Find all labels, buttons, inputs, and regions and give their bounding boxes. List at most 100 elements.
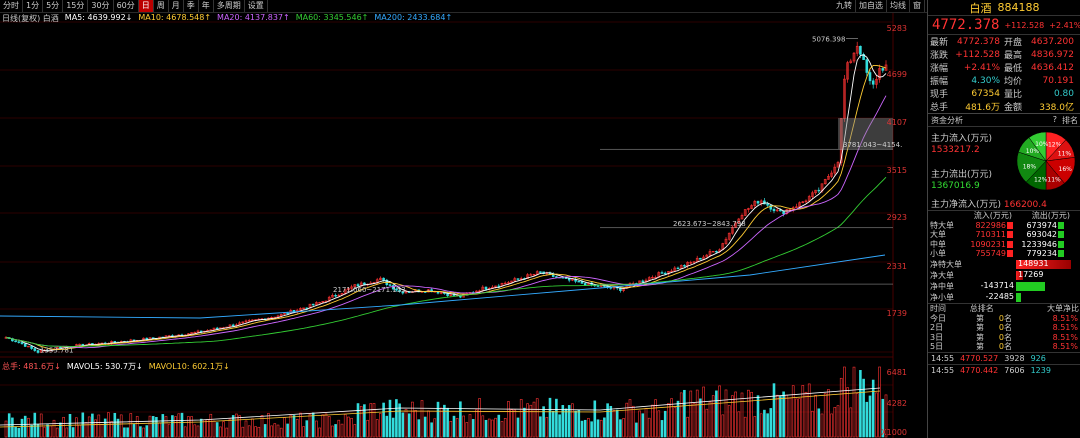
volume-bar (772, 383, 776, 438)
volume-bar (286, 423, 289, 438)
help-button[interactable]: ? (1052, 114, 1057, 124)
volume-bar (526, 403, 529, 438)
volume-bar (871, 379, 875, 438)
volume-bar (375, 419, 379, 438)
net-flow-row: 净小单 -22485 (928, 292, 1080, 303)
rank-tab[interactable]: 排名 (1062, 115, 1078, 125)
candle-body (849, 60, 853, 63)
toolbar-button[interactable]: 窗 (910, 0, 925, 12)
volume-bar (590, 421, 593, 438)
volume-bar (193, 424, 197, 438)
candle-body (651, 277, 654, 279)
quote-label: 现手 (930, 90, 949, 100)
volume-bar (503, 417, 507, 438)
candle-body (782, 210, 785, 215)
ma20-line (5, 95, 887, 349)
period-tab[interactable]: 60分 (114, 0, 139, 12)
volume-bar (116, 418, 120, 438)
volume-bar (548, 397, 552, 438)
period-tab[interactable]: 分时 (0, 0, 23, 12)
flow-in-bar (1007, 250, 1013, 258)
ma10-line (5, 64, 887, 351)
candle-body (539, 271, 542, 273)
ma-legend-item: MA60: 3345.546↑ (295, 13, 369, 22)
volume-bar (763, 409, 766, 438)
volume-bar (4, 420, 8, 438)
toolbar-button[interactable]: 九转 (833, 0, 856, 12)
fund-pie-chart: 12%11%16%11%12%18%10%10% (1016, 131, 1076, 191)
candle-body (318, 302, 321, 304)
tick-time: 14:55 (931, 353, 955, 363)
toolbar-button[interactable]: 加自选 (856, 0, 887, 12)
volume-bar (663, 410, 667, 438)
quote-row: 涨幅 +2.41% 最低 4636.412 (928, 61, 1080, 75)
flow-in-value: 1090231 (970, 239, 1006, 249)
ma5-line (5, 54, 887, 352)
flow-type: 小单 (930, 249, 946, 259)
volume-legend-item: 总手: 481.6万↓ (2, 362, 61, 371)
period-tab[interactable]: 15分 (63, 0, 89, 12)
volume-bar (46, 424, 49, 438)
volume-bar (881, 398, 885, 438)
period-tab[interactable]: 月 (169, 0, 184, 12)
flow-row: 特大单 822986 673974 (928, 221, 1080, 231)
candle-body (343, 289, 347, 294)
rank-time: 2日 (930, 323, 944, 333)
quote-label: 总手 (930, 103, 949, 113)
period-tab[interactable]: 设置 (245, 0, 268, 12)
rank-row: 今日 第 0 名 8.51% (928, 314, 1080, 324)
candle-body (795, 206, 798, 208)
flow-in-bar (1007, 221, 1013, 229)
candle-body (391, 285, 395, 290)
candle-body (756, 201, 760, 204)
volume-bar (545, 417, 549, 438)
volume-bar (401, 412, 405, 438)
volume-bar (43, 426, 46, 438)
volume-bar (7, 413, 11, 438)
chart-title: 日线(复权) 白酒 (2, 14, 59, 23)
volume-bar (33, 412, 37, 438)
quote-row: 现手 67354 量比 0.80 (928, 87, 1080, 101)
volume-bar (679, 392, 683, 438)
candle-body (363, 282, 366, 285)
volume-bar (699, 398, 702, 438)
price-axis-tick: 4107 (886, 118, 907, 127)
candle-body (404, 291, 408, 294)
volume-bar (571, 403, 574, 438)
volume-bar (702, 386, 705, 438)
period-tab[interactable]: 5分 (43, 0, 64, 12)
volume-bar (596, 419, 600, 438)
rank-number: 0 (998, 323, 1004, 333)
ma-legend-item: MA200: 2433.684↑ (374, 13, 453, 22)
period-tab[interactable]: 年 (199, 0, 214, 12)
kline-chart-area[interactable]: 5076.398 1353.781 3781.043~4154. 2623.673~2… (0, 0, 927, 438)
flow-out-value: 1233946 (1021, 239, 1057, 249)
candle-body (532, 273, 536, 276)
rank-row: 5日 第 0 名 8.51% (928, 342, 1080, 352)
rank-suffix: 名 (1004, 332, 1012, 342)
volume-bar (759, 413, 763, 438)
period-tab[interactable]: 30分 (88, 0, 114, 12)
period-tab[interactable]: 周 (154, 0, 169, 12)
candle-body (302, 307, 305, 310)
tick-row: 14:55 4770.527 3928 926 (928, 351, 1080, 364)
index-code: 884188 (997, 1, 1040, 14)
volume-bar (705, 408, 709, 438)
flow-out-bar (1058, 231, 1064, 239)
net-flow-type: 净小单 (930, 292, 954, 302)
period-tab[interactable]: 1分 (23, 0, 44, 12)
volume-bar (801, 385, 805, 438)
quote-panel: 白酒 884188 4772.378 +112.528 +2.41% 最新 477… (927, 0, 1080, 438)
volume-bar (334, 424, 337, 438)
quote-label: 量比 (1003, 90, 1022, 100)
candle-body (276, 315, 280, 318)
volume-bar (414, 410, 417, 438)
kline-chart[interactable]: 5076.398 1353.781 3781.043~4154. 2623.673~2… (0, 0, 927, 438)
volume-bar (395, 399, 398, 438)
volume-bar (849, 407, 853, 438)
toolbar-button[interactable]: 均线 (887, 0, 910, 12)
period-tab[interactable]: 季 (184, 0, 199, 12)
period-tab[interactable]: 日 (138, 0, 154, 12)
period-tab[interactable]: 多周期 (214, 0, 245, 12)
quote-label: 最新 (930, 38, 949, 48)
